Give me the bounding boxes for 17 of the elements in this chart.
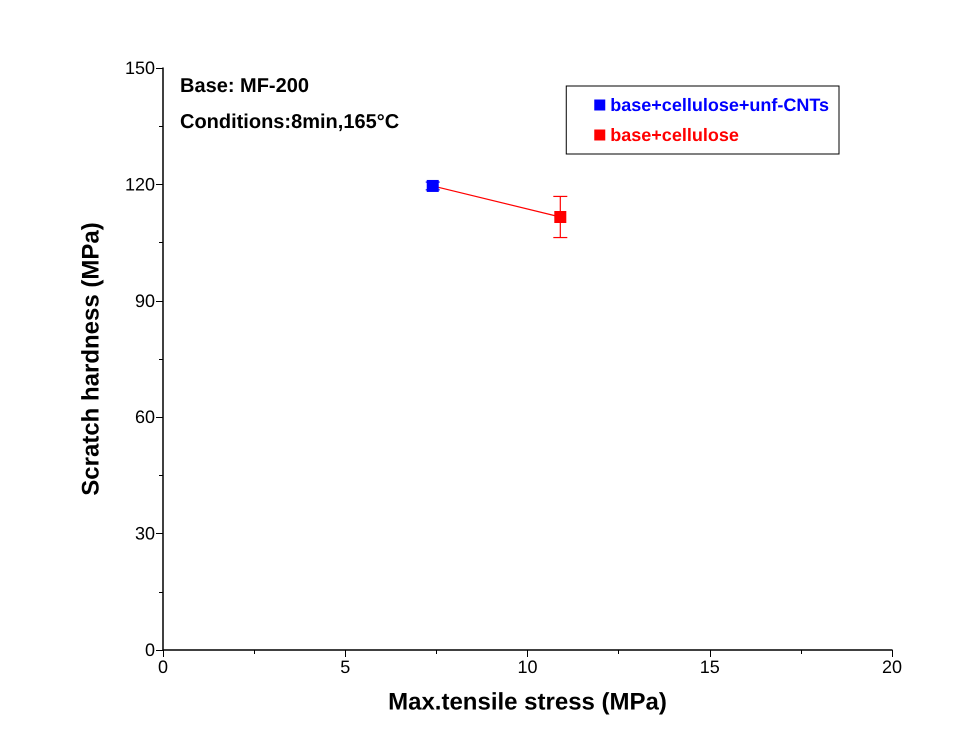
legend-label: base+cellulose [610, 125, 739, 145]
x-tick-label: 20 [882, 657, 902, 677]
y-tick-label: 30 [134, 524, 155, 544]
y-tick-label: 120 [124, 174, 155, 194]
x-tick-label: 0 [158, 657, 168, 677]
annotation: Base: MF-200 [180, 75, 309, 97]
y-tick-label: 150 [124, 58, 155, 78]
annotation: Conditions:8min,165°C [180, 111, 400, 133]
x-axis-title: Max.tensile stress (MPa) [388, 688, 667, 716]
y-tick-label: 0 [144, 640, 155, 660]
legend-label: base+cellulose+unf-CNTs [610, 95, 829, 115]
y-axis-title: Scratch hardness (MPa) [78, 222, 104, 496]
x-tick-label: 15 [700, 657, 720, 677]
x-tick-label: 5 [340, 657, 350, 677]
x-tick-label: 10 [517, 657, 538, 677]
y-tick-label: 60 [134, 407, 155, 428]
y-tick-label: 90 [134, 290, 155, 311]
